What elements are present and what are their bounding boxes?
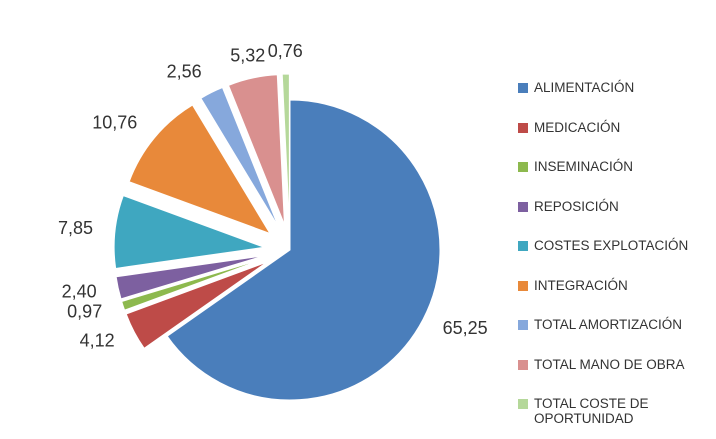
legend-item: TOTAL COSTE DE OPORTUNIDAD [518,396,713,436]
legend-label: ALIMENTACIÓN [534,80,635,95]
legend-swatch [518,359,528,370]
legend-swatch [518,399,528,409]
legend-swatch [518,201,528,212]
pie-slice [166,99,441,401]
legend-swatch [518,320,528,330]
legend-label: TOTAL AMORTIZACIÓN [534,317,683,332]
pie-slice [125,261,268,349]
legend: ALIMENTACIÓN MEDICACIÓN INSEMINACIÓN REPOSI… [518,80,713,436]
pie-slice [115,255,265,300]
legend-label: TOTAL MANO DE OBRA [534,356,685,372]
pie-slice [128,104,272,235]
legend-swatch [518,162,528,172]
legend-item: REPOSICIÓN [518,199,713,239]
legend-label: TOTAL COSTE DE OPORTUNIDAD [534,396,649,426]
legend-swatch [518,83,528,93]
pie-slice [113,194,265,269]
data-label: 5,32 [230,45,265,65]
legend-label: MEDICACIÓN [534,119,621,135]
legend-label: INSEMINACIÓN [534,159,634,174]
legend-item: INSEMINACIÓN [518,159,713,199]
legend-item: ALIMENTACIÓN [518,80,713,120]
legend-label: COSTES EXPLOTACIÓN [534,238,689,253]
pie-slice [121,257,266,311]
pie-slice [227,74,285,225]
legend-item: TOTAL MANO DE OBRA [518,357,713,397]
legend-item: COSTES EXPLOTACIÓN [518,238,713,278]
legend-item: TOTAL AMORTIZACIÓN [518,317,713,357]
data-label: 4,12 [80,331,115,351]
legend-item: MEDICACIÓN [518,120,713,160]
data-label: 2,40 [62,281,97,301]
data-label: 7,85 [58,218,93,238]
legend-swatch [518,280,528,291]
data-label: 10,76 [92,113,137,133]
legend-swatch [518,241,528,251]
legend-label: REPOSICIÓN [534,198,619,214]
legend-swatch [518,122,528,133]
data-label: 65,25 [443,318,488,338]
data-label: 2,56 [167,62,202,82]
legend-label: INTEGRACIÓN [534,277,628,293]
data-label: 0,97 [67,302,102,322]
data-label: 0,76 [268,41,303,61]
legend-item: INTEGRACIÓN [518,278,713,318]
pie-slice [281,73,290,225]
pie-slice [200,86,279,227]
